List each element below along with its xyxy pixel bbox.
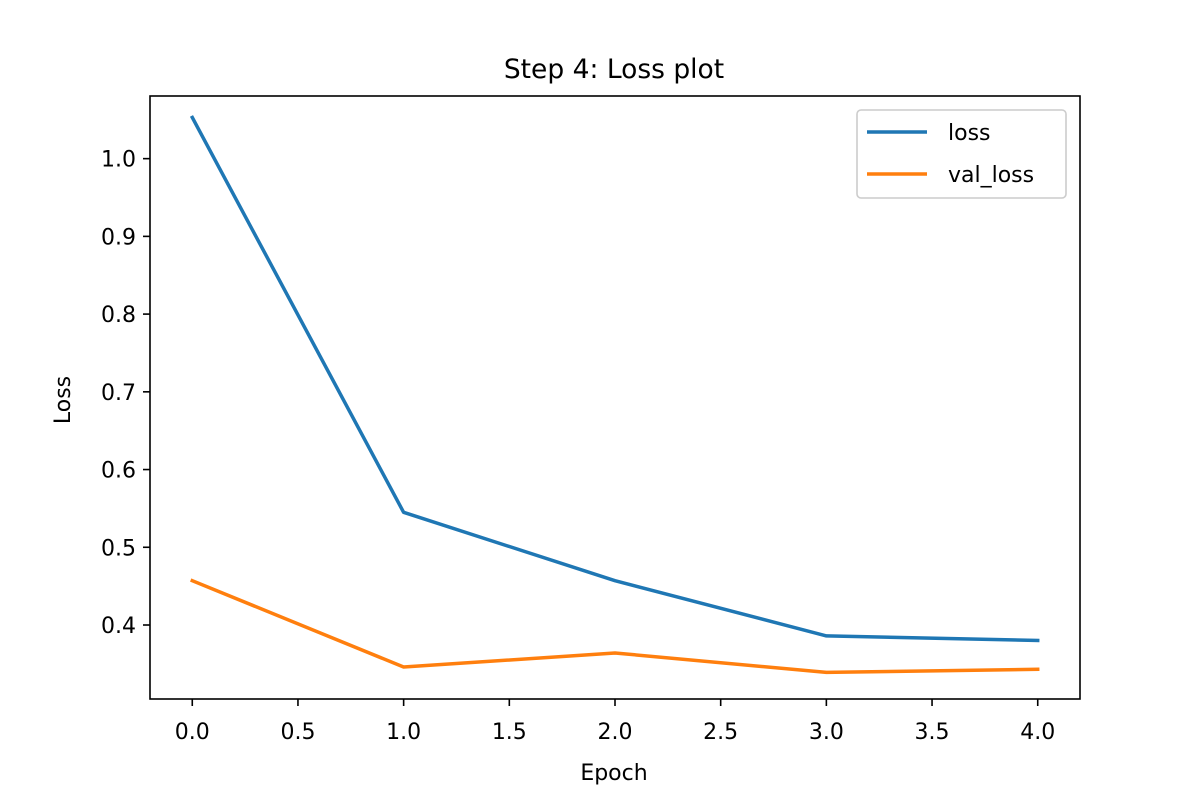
- y-tick-label: 0.7: [101, 381, 136, 406]
- x-tick-label: 3.0: [809, 720, 844, 745]
- x-tick-label: 1.0: [386, 720, 421, 745]
- y-tick-label: 0.4: [101, 614, 136, 639]
- series-line-val-loss: [190, 578, 1040, 675]
- x-tick-label: 0.0: [175, 720, 210, 745]
- y-axis-label: Loss: [51, 376, 76, 424]
- y-tick-label: 0.5: [101, 536, 136, 561]
- chart-title: Step 4: Loss plot: [504, 54, 724, 85]
- y-tick-label: 0.8: [101, 303, 136, 328]
- y-tick-label: 1.0: [101, 148, 136, 173]
- legend: loss val_loss: [856, 109, 1067, 199]
- series-layer: [189, 115, 1040, 675]
- y-tick-label: 0.9: [101, 225, 136, 250]
- y-tick-label: 0.6: [101, 459, 136, 484]
- axes-layer: 0.0 0.5 1.0 1.5 2.0 2.5 3.0 3.5 4.0 0.4 0.5 0.6 0.7 0…: [101, 95, 1081, 745]
- series-line-loss: [189, 115, 1040, 643]
- x-axis-label: Epoch: [580, 761, 647, 786]
- x-tick-label: 0.5: [280, 720, 315, 745]
- x-tick-label: 4.0: [1020, 720, 1055, 745]
- legend-label-val-loss: val_loss: [948, 163, 1034, 188]
- x-tick-label: 1.5: [492, 720, 527, 745]
- x-tick-label: 3.5: [915, 720, 950, 745]
- legend-label-loss: loss: [948, 121, 991, 146]
- x-tick-label: 2.5: [703, 720, 738, 745]
- x-tick-label: 2.0: [598, 720, 633, 745]
